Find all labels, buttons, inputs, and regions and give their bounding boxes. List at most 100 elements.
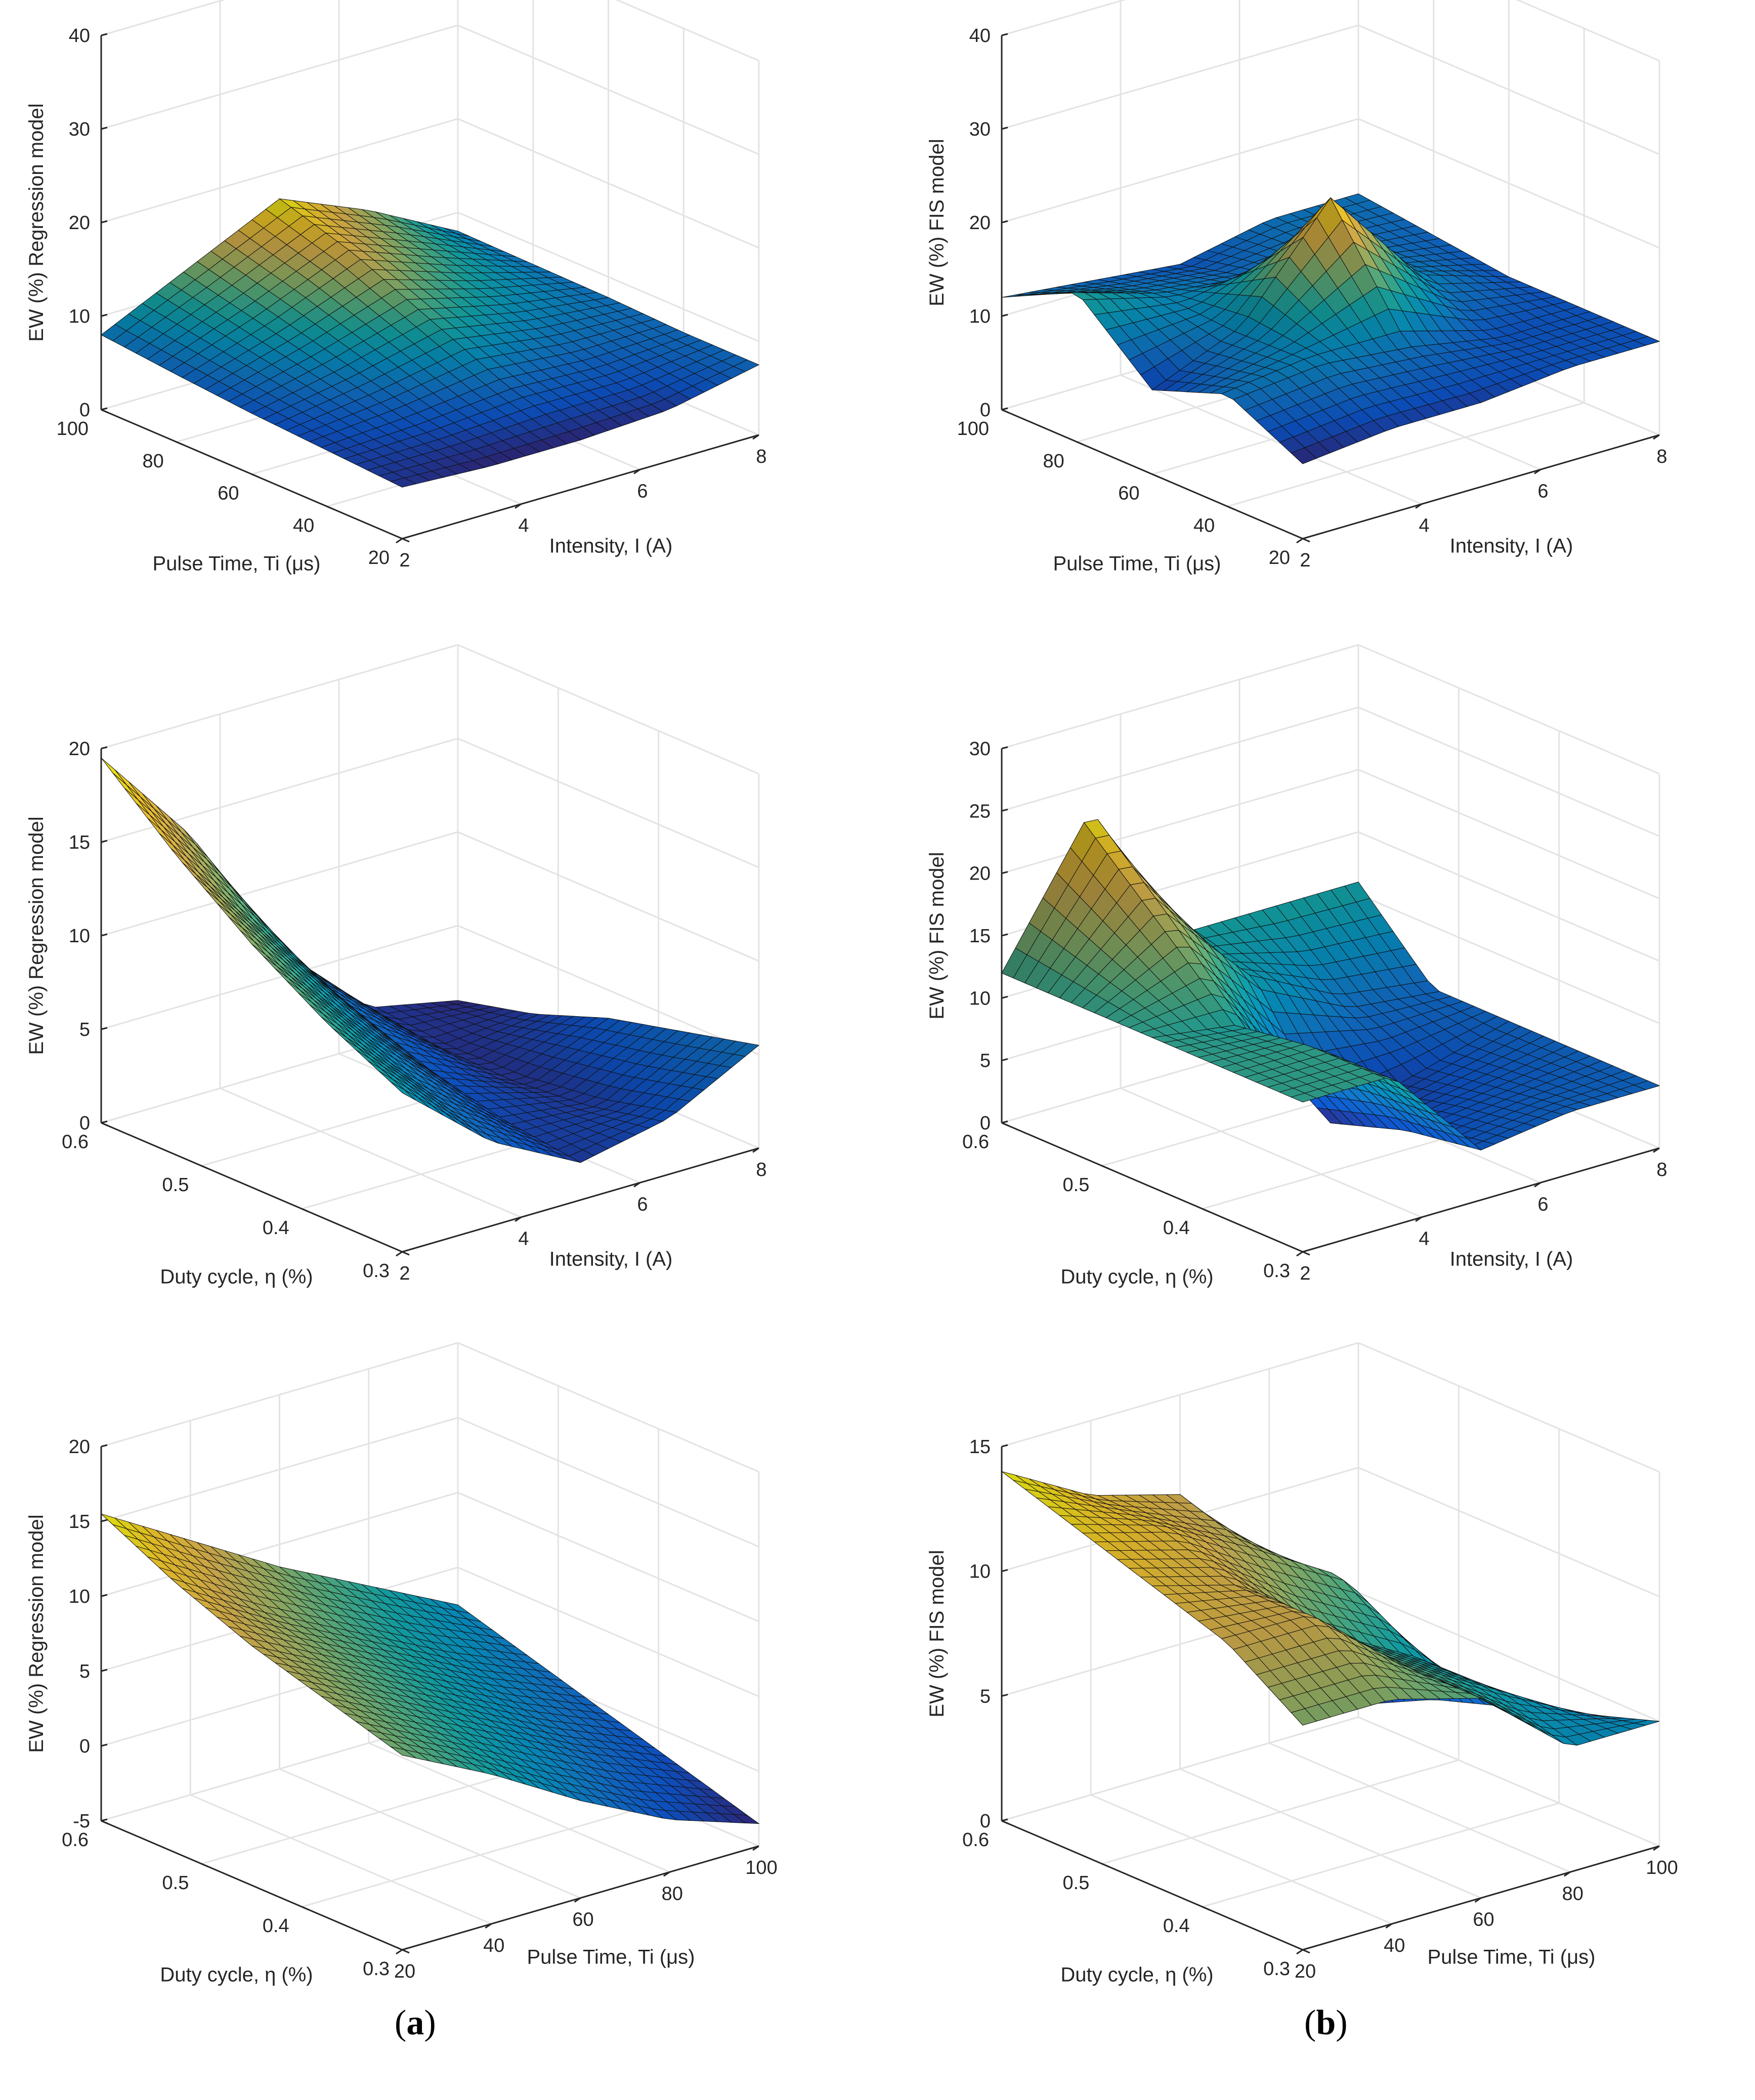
- y-tick: [101, 1820, 109, 1825]
- z-tick: [1001, 1444, 1008, 1448]
- surface-patch: [114, 769, 141, 797]
- surface-mesh: [101, 1513, 760, 1824]
- x-tick-label: 60: [572, 1909, 593, 1931]
- surface-mesh: [1001, 819, 1660, 1151]
- y-tick: [101, 1122, 109, 1127]
- z-tick: [101, 220, 108, 224]
- x-tick: [1534, 1182, 1541, 1188]
- y-tick-label: 0.3: [363, 1260, 390, 1282]
- z-tick: [1001, 314, 1008, 317]
- surface-mesh: [1001, 193, 1660, 464]
- x-axis-label: Pulse Time, Ti (μs): [1428, 1946, 1596, 1968]
- z-tick: [101, 126, 108, 130]
- z-tick-label: 10: [69, 1586, 90, 1607]
- x-tick: [515, 503, 522, 509]
- z-tick: [1001, 933, 1008, 937]
- z-tick: [1001, 126, 1008, 130]
- x-tick-label: 4: [518, 1229, 529, 1250]
- z-tick: [1001, 1818, 1008, 1822]
- z-tick: [101, 1743, 108, 1747]
- z-tick: [101, 746, 108, 750]
- x-tick: [396, 1949, 403, 1955]
- z-tick-label: 15: [69, 1511, 90, 1533]
- y-axis-label: Duty cycle, η (%): [1060, 1266, 1213, 1288]
- y-tick-label: 20: [1269, 547, 1290, 568]
- y-tick: [1101, 1863, 1109, 1868]
- grid-line: [457, 831, 759, 962]
- y-axis-line: [1001, 1122, 1303, 1253]
- y-axis-line: [1001, 1820, 1303, 1951]
- y-tick-label: 0.5: [162, 1174, 189, 1196]
- x-tick: [1474, 1897, 1482, 1903]
- surface-patch: [390, 1746, 416, 1759]
- z-tick: [101, 314, 108, 317]
- y-tick-label: 0.5: [162, 1872, 189, 1894]
- y-tick-label: 0.6: [62, 1829, 89, 1851]
- x-tick: [752, 434, 759, 440]
- z-tick-label: 30: [969, 738, 991, 760]
- x-tick-label: 100: [1646, 1857, 1678, 1878]
- y-tick: [1001, 409, 1009, 414]
- surface-patch: [1291, 1708, 1317, 1726]
- grid-line: [1120, 1087, 1422, 1218]
- grid-line: [101, 24, 458, 130]
- x-tick-label: 100: [745, 1857, 777, 1878]
- x-axis-line: [402, 1147, 759, 1253]
- x-axis-line: [1302, 434, 1660, 540]
- grid-line: [368, 1742, 670, 1873]
- y-tick: [176, 441, 184, 446]
- z-axis-label: EW (%) FIS model: [926, 1550, 948, 1717]
- x-tick-label: 40: [1384, 1935, 1405, 1956]
- y-tick: [402, 1251, 410, 1256]
- surface-mesh: [101, 758, 760, 1163]
- z-axis-label: EW (%) Regression model: [25, 1514, 48, 1753]
- grid-line: [101, 644, 458, 750]
- x-tick-label: 20: [394, 1961, 415, 1982]
- grid-line: [1001, 706, 1359, 812]
- grid-line: [101, 118, 458, 224]
- y-tick: [402, 1949, 410, 1954]
- surface-mesh: [1001, 1471, 1660, 1746]
- y-axis-line: [101, 1820, 403, 1951]
- x-tick: [515, 1216, 522, 1222]
- y-tick: [1077, 441, 1085, 446]
- x-tick-label: 80: [1562, 1883, 1583, 1904]
- chart-b-row3: 20 40 60 80 100 0.3 0.4 0.5 0.60 5 10 15 Pulse Time,…: [926, 1342, 1678, 1986]
- grid-line: [1001, 118, 1359, 224]
- y-tick-label: 0.3: [1263, 1958, 1290, 1980]
- grid-line: [1001, 644, 1359, 750]
- x-tick-label: 80: [662, 1883, 683, 1904]
- x-tick: [1534, 469, 1541, 474]
- y-tick-label: 40: [1193, 515, 1215, 536]
- y-tick-label: 0.5: [1063, 1174, 1090, 1196]
- surface-mesh: [101, 198, 760, 488]
- x-tick: [633, 469, 640, 474]
- z-tick: [1001, 808, 1008, 812]
- z-tick: [1001, 871, 1008, 874]
- x-tick: [574, 1897, 581, 1903]
- y-tick: [302, 1906, 310, 1911]
- z-tick-label: 20: [69, 738, 90, 760]
- z-tick: [1001, 1120, 1008, 1124]
- y-tick: [326, 505, 334, 510]
- z-tick: [101, 407, 108, 411]
- z-tick: [1001, 407, 1008, 411]
- grid-line: [1358, 1467, 1660, 1598]
- z-tick-label: 30: [69, 119, 90, 140]
- surface-patch: [1290, 1092, 1317, 1103]
- y-tick-label: 60: [218, 483, 239, 504]
- z-tick-label: 10: [969, 1561, 991, 1583]
- x-tick-label: 4: [1419, 515, 1429, 537]
- z-tick: [1001, 995, 1008, 999]
- grid-line: [201, 1759, 559, 1865]
- z-tick: [101, 933, 108, 937]
- y-tick: [1001, 1820, 1009, 1825]
- y-tick-label: 100: [957, 418, 989, 440]
- y-tick-label: 0.3: [363, 1958, 390, 1980]
- x-tick-label: 4: [1419, 1229, 1429, 1250]
- x-tick: [1653, 1147, 1660, 1153]
- x-tick-label: 6: [1537, 480, 1548, 502]
- grid-line: [615, 0, 759, 62]
- y-axis-label: Duty cycle, η (%): [1060, 1964, 1213, 1986]
